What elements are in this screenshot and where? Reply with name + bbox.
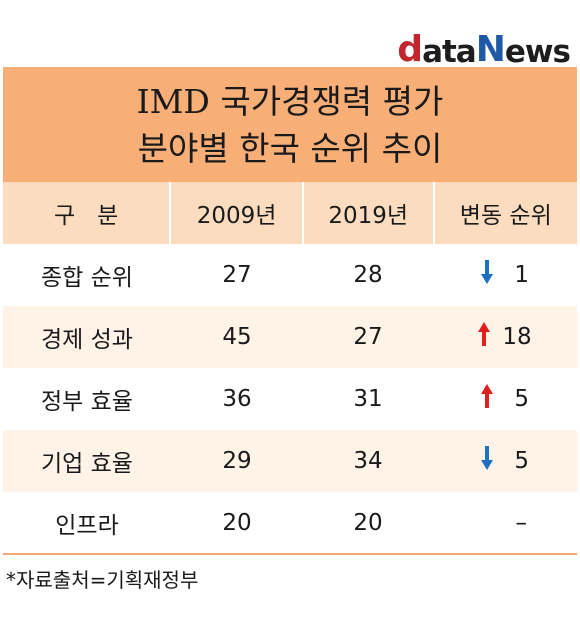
row-2019-value: 20 <box>353 510 383 536</box>
logo-d: d <box>397 29 423 70</box>
row-2019-value: 34 <box>353 448 383 474</box>
row-2009-value: 36 <box>222 386 252 412</box>
title-line-1: IMD 국가경쟁력 평가 <box>136 81 444 121</box>
row-change: 5 <box>433 430 577 492</box>
row-change: 18 <box>433 306 577 368</box>
row-category: 종합 순위 <box>41 265 133 291</box>
table-bottom-rule <box>3 553 577 555</box>
row-category: 경제 성과 <box>41 327 133 353</box>
logo-ata: ata <box>422 34 477 70</box>
table-row: 기업 효율 29 34 5 <box>3 430 577 492</box>
row-category: 기업 효율 <box>41 451 133 477</box>
header-2019: 2019년 <box>304 182 435 244</box>
table-row: 경제 성과 45 27 18 <box>3 306 577 368</box>
row-change: – <box>433 492 577 554</box>
row-2009-value: 20 <box>222 510 252 536</box>
row-change: 1 <box>433 244 577 306</box>
row-category: 인프라 <box>55 513 119 539</box>
table-title: IMD 국가경쟁력 평가 분야별 한국 순위 추이 <box>3 67 577 182</box>
arrow-up-icon <box>481 384 493 414</box>
table-row: 정부 효율 36 31 5 <box>3 368 577 430</box>
table-header-row: 구 분 2009년 2019년 변동 순위 <box>3 182 577 244</box>
source-note: *자료출처=기획재정부 <box>6 568 199 592</box>
arrow-down-icon <box>481 446 493 476</box>
row-2009-value: 27 <box>222 262 252 288</box>
row-category: 정부 효율 <box>41 389 133 415</box>
header-category: 구 분 <box>3 182 172 244</box>
row-2019-value: 28 <box>353 262 383 288</box>
change-value: 5 <box>514 386 529 412</box>
title-line-2: 분야별 한국 순위 추이 <box>137 128 443 168</box>
change-value: 18 <box>502 324 532 350</box>
row-2019-value: 31 <box>353 386 383 412</box>
logo-n: N <box>475 29 506 70</box>
row-2009-value: 45 <box>222 324 252 350</box>
table-row: 종합 순위 27 28 1 <box>3 244 577 306</box>
header-change: 변동 순위 <box>459 203 552 229</box>
row-2019-value: 27 <box>353 324 383 350</box>
change-value: 5 <box>514 448 529 474</box>
change-value: – <box>515 510 528 536</box>
change-value: 1 <box>514 262 529 288</box>
table-row: 인프라 20 20 – <box>3 492 577 554</box>
row-change: 5 <box>433 368 577 430</box>
arrow-down-icon <box>481 260 493 290</box>
arrow-up-icon <box>478 322 491 352</box>
header-2009: 2009년 <box>171 182 304 244</box>
row-2009-value: 29 <box>222 448 252 474</box>
logo-ews: ews <box>504 34 571 70</box>
